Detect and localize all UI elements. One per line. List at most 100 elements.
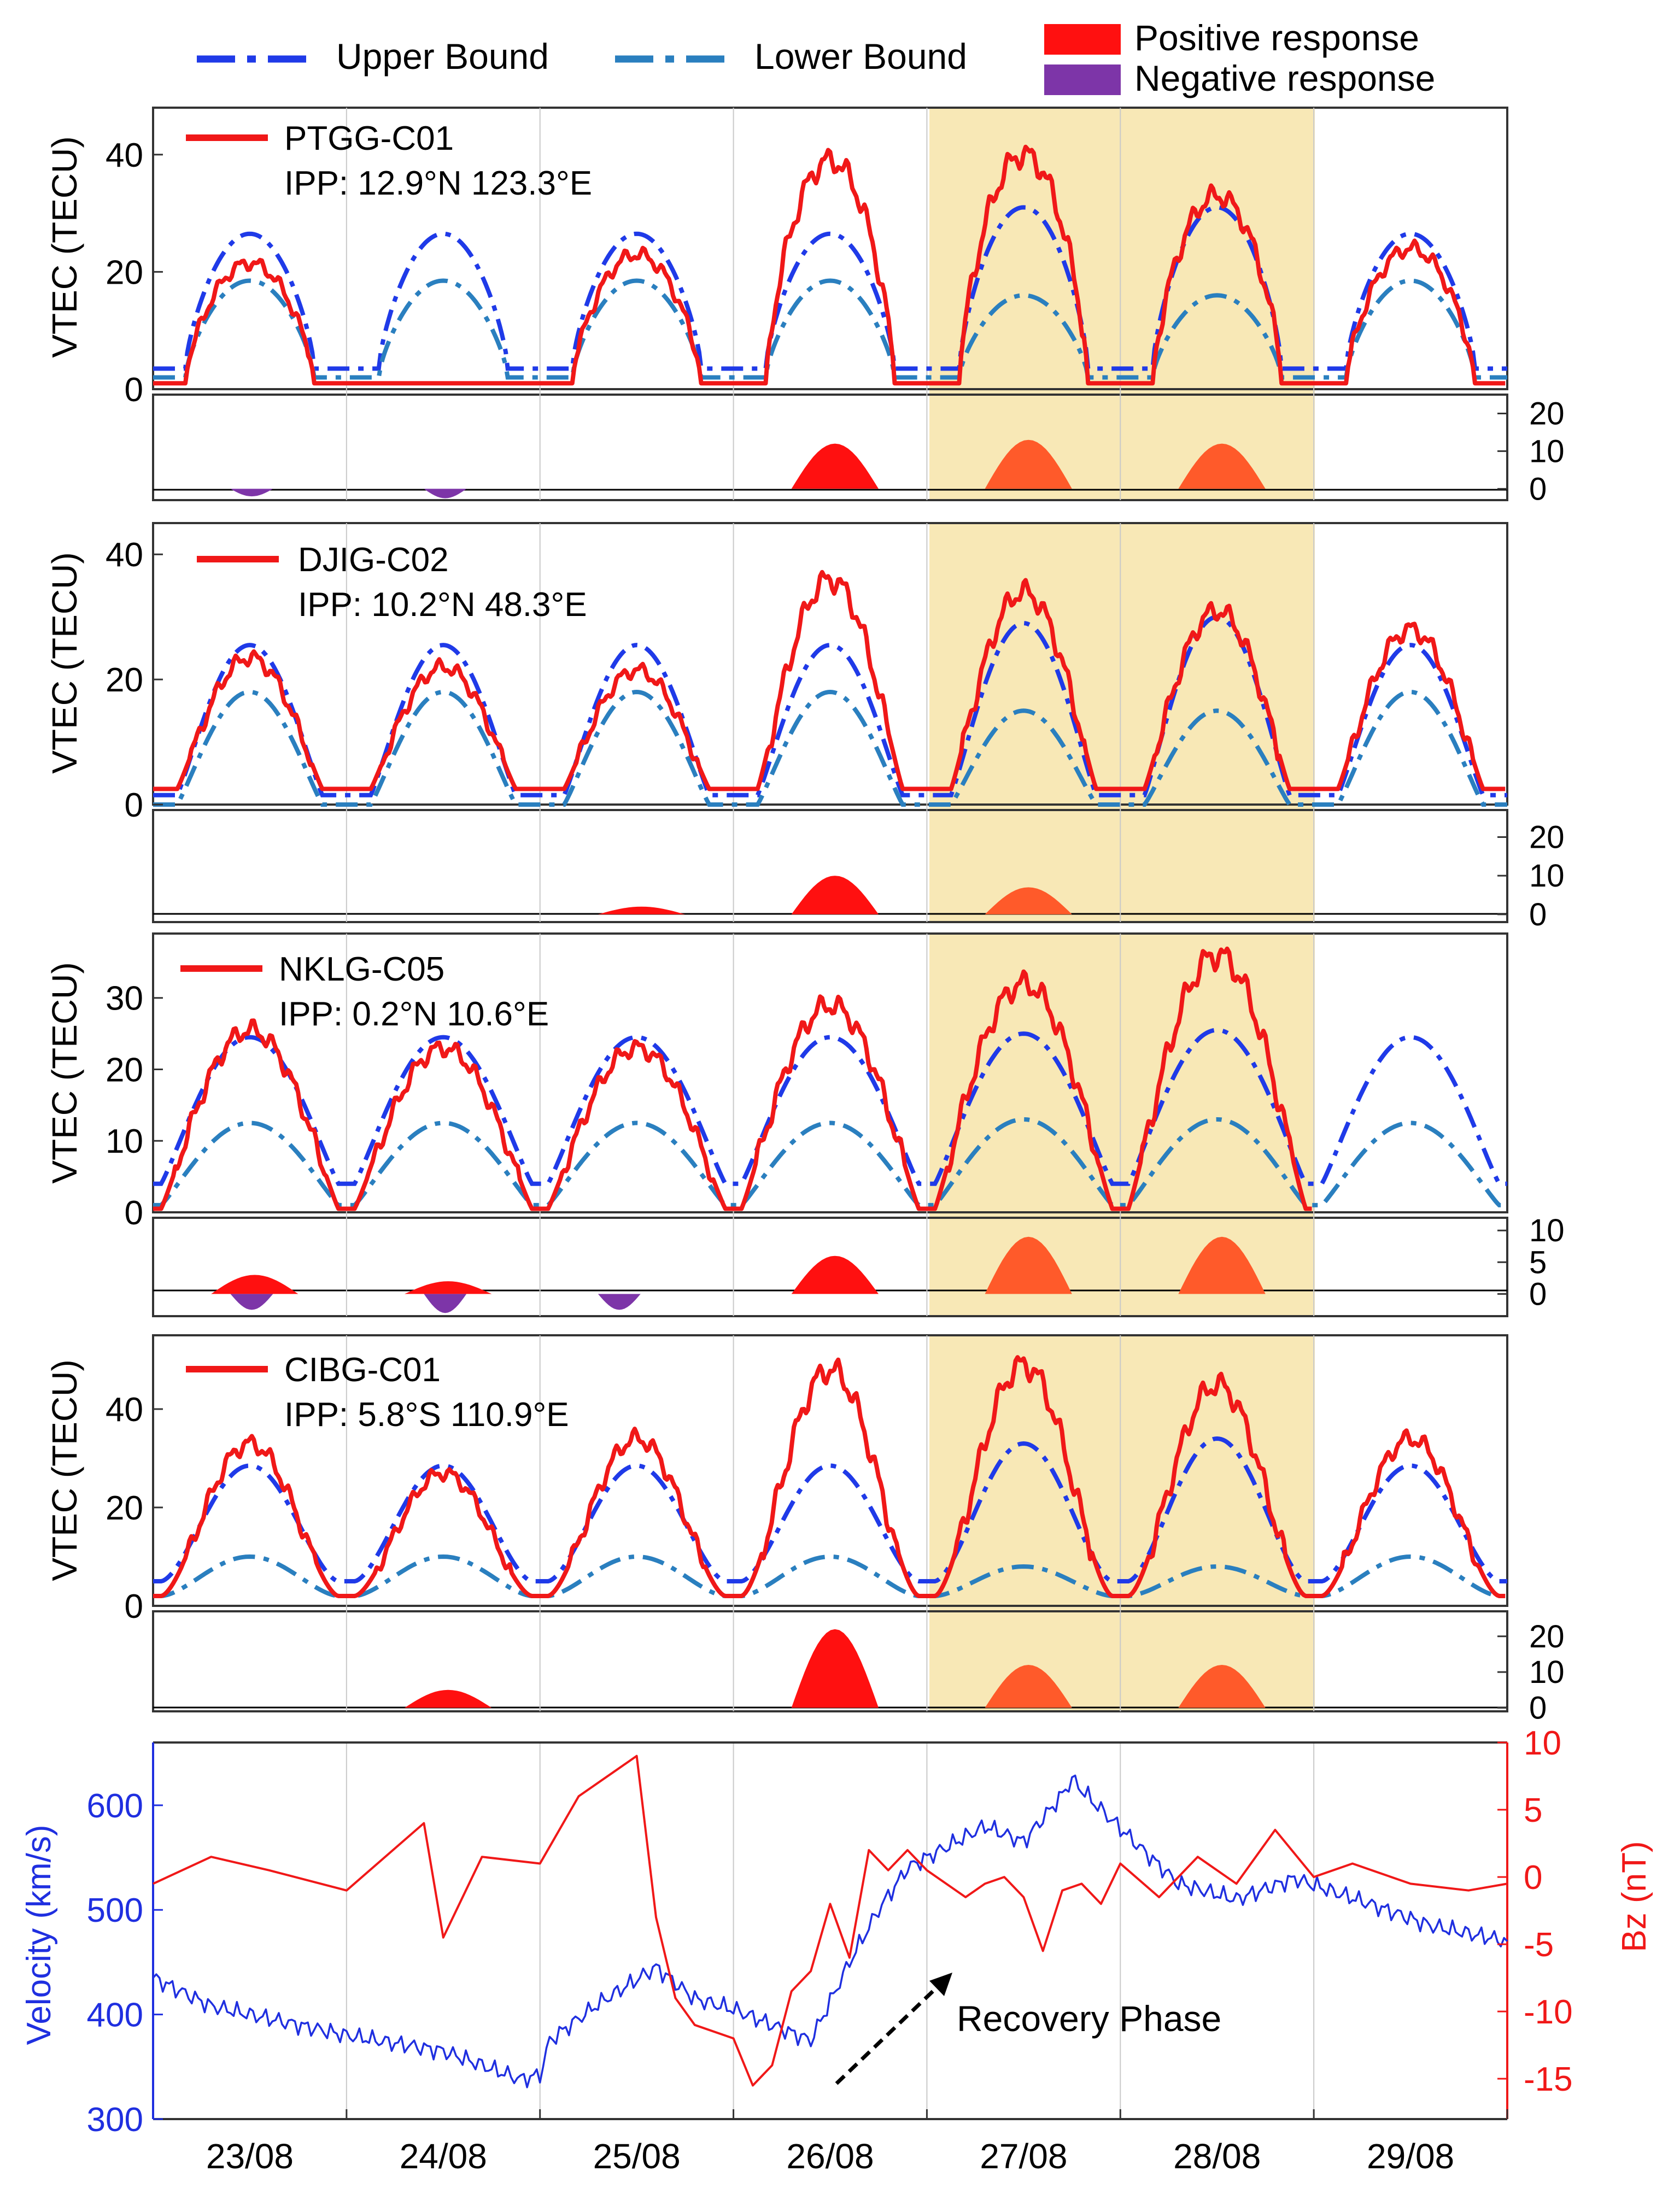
recovery-arrowhead — [929, 1973, 952, 1996]
panel-nklg-ipp: IPP: 0.2°N 10.6°E — [279, 995, 549, 1033]
x-tick-label: 29/08 — [1367, 2137, 1454, 2176]
panel-nklg-negative-bump — [598, 1294, 641, 1310]
panel-cibg-ytick-label: 0 — [125, 1588, 143, 1626]
panel-ptgg-response-area — [230, 439, 1266, 498]
legend-positive-label: Positive response — [1134, 17, 1419, 58]
panel-djig-ylabel: VTEC (TECU) — [45, 552, 84, 773]
panel-cibg-rtick-label: 0 — [1529, 1690, 1547, 1726]
panel-djig-vtec — [153, 570, 1506, 791]
recovery-label: Recovery Phase — [957, 1998, 1221, 2039]
panel-cibg-positive-bump — [791, 1629, 879, 1708]
panel-ptgg-vtec-line — [153, 144, 1506, 386]
bz-ytick-label: 0 — [1524, 1859, 1542, 1897]
panel-nklg-upper-bound — [153, 1028, 1507, 1186]
panel-ptgg-upper-bound — [153, 205, 1507, 371]
panel-nklg-vtec-line — [153, 946, 1312, 1211]
panel-djig-positive-bump — [791, 876, 879, 914]
bz-yticks: -15 -10 -5 0 5 10 — [1497, 1724, 1573, 2098]
panel-cibg-rtick-label: 20 — [1529, 1619, 1565, 1654]
panel-djig-storm-shade — [929, 523, 1315, 922]
panel-djig-ipp: IPP: 10.2°N 48.3°E — [298, 586, 587, 624]
panel-ptgg-negative-bump — [230, 489, 273, 497]
panel-cibg-response-frame — [152, 1610, 1508, 1712]
panel-djig-response-area — [598, 876, 1072, 914]
x-tick-label: 24/08 — [400, 2137, 487, 2176]
panel-cibg-storm-shade — [929, 1335, 1315, 1711]
panel-nklg-vtec — [153, 946, 1312, 1211]
velocity-ytick-label: 400 — [87, 1997, 143, 2034]
x-tick-label: 27/08 — [980, 2137, 1067, 2176]
panel-cibg-vtec-line — [153, 1355, 1506, 1598]
panel-djig-vtec-line — [153, 570, 1506, 791]
x-tick-label: 23/08 — [206, 2137, 294, 2176]
velocity-line — [152, 1774, 1508, 2088]
panel-ptgg-ytick-label: 0 — [125, 371, 143, 409]
panel-nklg-positive-bump — [985, 1236, 1072, 1294]
panel-nklg-bounds — [153, 1028, 1507, 1207]
panel-djig-ytick-label: 20 — [106, 661, 143, 699]
legend: Upper Bound Lower Bound Positive respons… — [197, 17, 1435, 98]
panel-cibg-lower-bound — [153, 1554, 1507, 1598]
panel-nklg-rtick-label: 10 — [1529, 1213, 1565, 1248]
bz-line — [153, 1755, 1508, 2087]
panel-djig-grid — [346, 523, 1315, 922]
panel-djig-positive-bump — [985, 887, 1072, 914]
panel-djig-response-frame — [152, 809, 1508, 923]
panel-ptgg-negative-bump — [424, 489, 467, 498]
panel-djig-station: DJIG-C02 — [298, 541, 449, 579]
velocity-yticks: 300 400 500 600 — [87, 1787, 163, 2139]
panel-nklg-ytick-label: 10 — [106, 1123, 143, 1160]
panel-cibg-vtec-frame — [152, 1334, 1508, 1607]
bz-ytick-label: 10 — [1524, 1724, 1561, 1762]
panel-nklg-ylabel: VTEC (TECU) — [45, 962, 84, 1183]
panel-nklg-grid — [346, 934, 1315, 1316]
panel-nklg-positive-bump — [791, 1255, 879, 1294]
legend-upper-label: Upper Bound — [336, 36, 549, 77]
x-tick-label: 28/08 — [1173, 2137, 1261, 2176]
panel-cibg-positive-bump — [985, 1665, 1072, 1708]
panel-nklg-response-frame — [152, 1217, 1508, 1317]
panel-djig-ytick-label: 40 — [106, 536, 143, 574]
panel-nklg-station: NKLG-C05 — [279, 950, 444, 988]
panel-ptgg-response-frame — [152, 394, 1508, 501]
panel-ptgg-vtec — [153, 144, 1506, 386]
panel-nklg-negative-bump — [424, 1294, 467, 1313]
panel-nklg-negative-bump — [230, 1294, 273, 1310]
panel-nklg-ytick-label: 0 — [125, 1194, 143, 1232]
panel-cibg-grid — [346, 1335, 1315, 1711]
velocity-ytick-label: 600 — [87, 1787, 143, 1825]
recovery-arrow — [835, 1984, 941, 2085]
panel-nklg-rtick-label: 0 — [1529, 1276, 1547, 1312]
panel-nklg-storm-shade — [929, 934, 1315, 1316]
panel-djig-lower-bound — [153, 689, 1507, 807]
panel-ptgg-positive-bump — [1178, 443, 1266, 489]
panel-djig-yticks: 0 20 40 — [106, 536, 163, 824]
panel-cibg-yticks: 0 20 40 — [106, 1391, 163, 1626]
bz-ytick-label: 5 — [1524, 1792, 1542, 1829]
panel-nklg-positive-bump — [1178, 1236, 1266, 1294]
panel-cibg-vtec — [153, 1355, 1506, 1598]
panel-cibg-ytick-label: 20 — [106, 1489, 143, 1527]
panel-cibg-upper-bound — [153, 1436, 1507, 1583]
panel-nklg-ytick-label: 20 — [106, 1051, 143, 1089]
bz-ytick-label: -10 — [1524, 1993, 1573, 2031]
panel-nklg-positive-bump — [405, 1281, 492, 1294]
velocity-ylabel: Velocity (km/s) — [20, 1824, 58, 2045]
panel-ptgg-ytick-label: 40 — [106, 137, 143, 174]
panel-ptgg-rtick-label: 0 — [1529, 471, 1547, 507]
panel-cibg-rtick-label: 10 — [1529, 1654, 1565, 1690]
panel-ptgg-rtick-label: 20 — [1529, 396, 1565, 431]
panel-ptgg-positive-bump — [985, 439, 1072, 489]
panel-djig-ytick-label: 0 — [125, 787, 143, 824]
solar-wind-panel: 300 400 500 600 -15 -10 -5 0 5 10 23/08 24/08 25/0… — [20, 1724, 1653, 2176]
panel-ptgg-station: PTGG-C01 — [284, 120, 454, 157]
panel-djig-positive-bump — [598, 906, 686, 914]
velocity-ytick-label: 300 — [87, 2101, 143, 2139]
panel-nklg-yticks: 0 10 20 30 — [106, 980, 163, 1232]
bz-ytick-label: -15 — [1524, 2061, 1573, 2098]
